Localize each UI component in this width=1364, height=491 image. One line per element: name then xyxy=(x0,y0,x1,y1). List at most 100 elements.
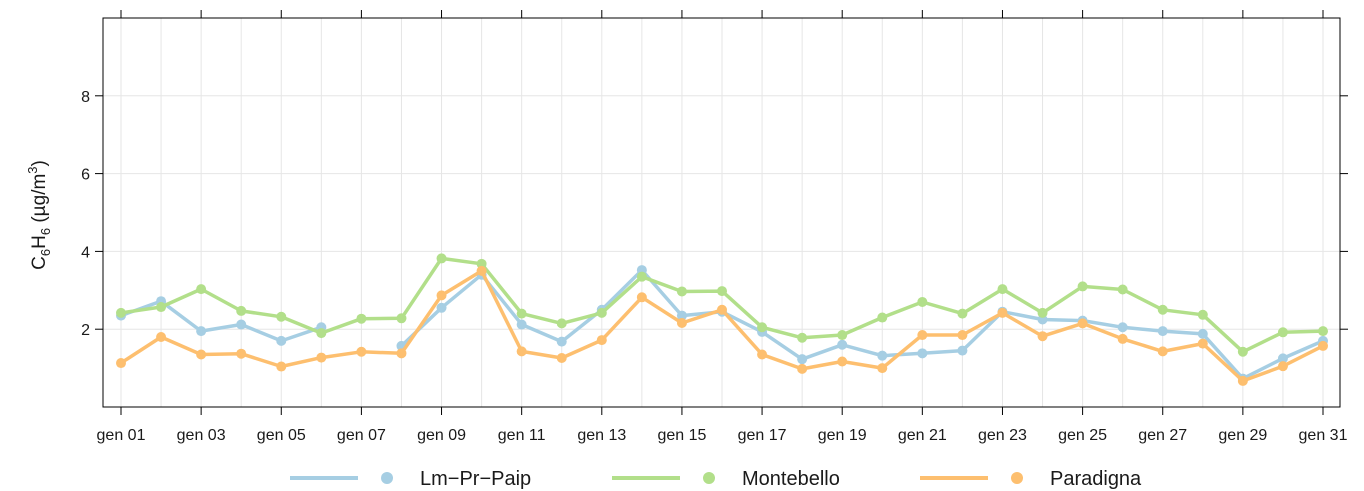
legend-point-swatch xyxy=(381,472,393,484)
plot-frame xyxy=(102,17,1341,408)
data-point xyxy=(1277,353,1288,364)
legend-point-swatch xyxy=(703,472,715,484)
data-point xyxy=(1157,304,1168,315)
data-point xyxy=(717,304,727,315)
data-point xyxy=(636,271,647,282)
x-tick-label: gen 03 xyxy=(177,427,226,444)
data-point xyxy=(356,346,367,357)
data-point xyxy=(957,345,968,356)
series xyxy=(116,265,1328,386)
x-tick-label: gen 13 xyxy=(577,427,626,444)
x-tick-label: gen 19 xyxy=(818,427,867,444)
data-point xyxy=(877,312,888,323)
data-point xyxy=(1077,281,1088,292)
data-point xyxy=(156,331,167,342)
data-point xyxy=(316,352,327,363)
data-point xyxy=(676,286,687,297)
data-point xyxy=(1237,375,1248,386)
data-point xyxy=(997,307,1008,318)
x-tick-label: gen 27 xyxy=(1138,427,1187,444)
data-point xyxy=(276,361,287,372)
y-axis-label: C6H6 (µg/m3) xyxy=(25,160,53,270)
data-point xyxy=(436,302,447,313)
data-point xyxy=(556,352,567,363)
legend-label: Lm−Pr−Paip xyxy=(420,468,531,490)
data-point xyxy=(1117,322,1128,333)
y-axis: 2 4 6 8 xyxy=(81,89,1348,339)
x-tick-label: gen 11 xyxy=(498,427,546,444)
data-point xyxy=(676,317,687,328)
data-point xyxy=(396,313,407,324)
data-point xyxy=(957,330,968,341)
series-line xyxy=(119,268,1325,381)
x-tick-label: gen 09 xyxy=(417,427,466,444)
data-point xyxy=(676,310,687,321)
x-tick-label: gen 15 xyxy=(657,427,706,444)
data-point xyxy=(1037,307,1048,318)
data-point xyxy=(1197,309,1208,320)
x-tick-label: gen 29 xyxy=(1218,427,1267,444)
legend-point-swatch xyxy=(1011,472,1023,484)
x-tick-label: gen 25 xyxy=(1058,427,1107,444)
data-point xyxy=(1318,340,1328,351)
y-tick-label: 6 xyxy=(81,167,90,184)
data-point xyxy=(156,302,167,313)
data-point xyxy=(636,292,647,303)
legend-item: Lm−Pr−Paip xyxy=(290,468,531,490)
data-point xyxy=(1318,326,1328,337)
data-point xyxy=(596,335,607,346)
data-point xyxy=(877,350,888,361)
data-point xyxy=(1237,346,1248,357)
data-point xyxy=(917,296,928,307)
data-point xyxy=(1157,346,1168,357)
series xyxy=(116,253,1328,357)
data-point xyxy=(556,336,567,347)
data-point xyxy=(276,311,287,322)
data-point xyxy=(196,284,207,295)
x-tick-label: gen 01 xyxy=(97,427,146,444)
data-point xyxy=(1197,328,1208,339)
data-point xyxy=(516,346,527,357)
data-point xyxy=(757,349,768,360)
series-layer xyxy=(116,253,1328,386)
y-tick-label: 8 xyxy=(81,89,90,106)
data-point xyxy=(917,348,928,359)
data-point xyxy=(516,319,527,330)
x-tick-label: gen 05 xyxy=(257,427,306,444)
data-point xyxy=(1277,327,1288,338)
y-tick-label: 2 xyxy=(81,322,90,339)
data-point xyxy=(236,319,247,330)
data-point xyxy=(196,326,207,337)
data-point xyxy=(196,349,207,360)
data-point xyxy=(316,328,327,339)
data-point xyxy=(837,356,848,367)
data-point xyxy=(236,305,247,316)
data-point xyxy=(236,348,247,359)
data-point xyxy=(757,322,768,333)
data-point xyxy=(356,313,367,324)
data-point xyxy=(116,358,126,369)
x-tick-label: gen 31 xyxy=(1299,427,1348,444)
data-point xyxy=(276,335,287,346)
legend-item: Montebello xyxy=(612,468,840,490)
x-tick-label: gen 07 xyxy=(337,427,386,444)
data-point xyxy=(1117,284,1128,295)
legend-item: Paradigna xyxy=(920,468,1142,490)
data-point xyxy=(596,307,607,318)
data-point xyxy=(797,332,808,343)
data-point xyxy=(1197,338,1208,349)
data-point xyxy=(476,265,487,276)
legend-label: Paradigna xyxy=(1050,468,1142,490)
data-point xyxy=(476,258,487,269)
data-point xyxy=(877,363,888,374)
grid-lines xyxy=(103,18,1340,407)
legend: Lm−Pr−Paip Montebello Paradigna xyxy=(290,468,1142,490)
data-point xyxy=(1157,326,1168,337)
data-point xyxy=(837,339,848,350)
data-point xyxy=(917,330,928,341)
data-point xyxy=(797,363,808,374)
data-point xyxy=(717,286,727,297)
data-point xyxy=(1037,331,1048,342)
data-point xyxy=(436,253,447,264)
